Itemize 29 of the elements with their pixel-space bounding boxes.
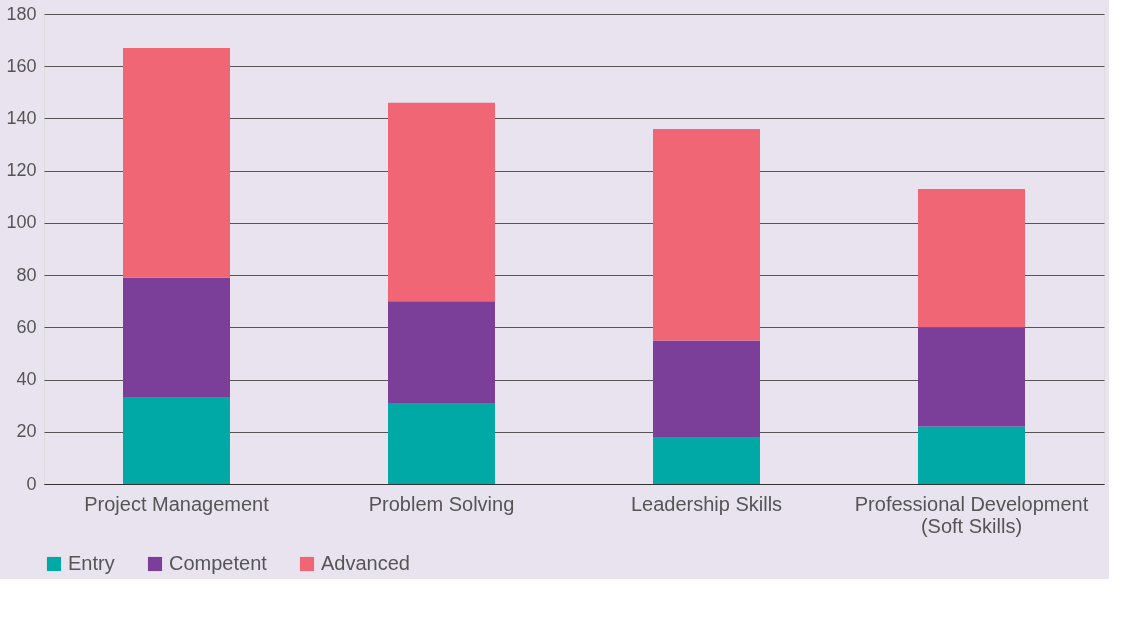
bar	[653, 437, 760, 484]
legend-label: Advanced	[321, 552, 410, 574]
y-tick-label: 140	[6, 107, 37, 128]
y-tick-label: 120	[6, 160, 37, 181]
bar	[388, 403, 495, 484]
y-tick-label: 40	[16, 369, 37, 390]
legend-label: Competent	[169, 552, 268, 574]
bar	[918, 327, 1025, 427]
x-tick-label: Professional Development (Soft Skills)	[854, 492, 1089, 537]
x-tick-label: Leadership Skills	[630, 492, 783, 515]
legend-label: Entry	[68, 552, 115, 574]
y-tick-label: 80	[16, 264, 37, 285]
x-tick-label: Project Management	[84, 492, 270, 515]
y-tick-label: 60	[16, 316, 37, 337]
bar	[123, 277, 230, 398]
bar	[123, 47, 230, 278]
bar	[653, 128, 760, 341]
x-tick-label: Problem Solving	[368, 492, 515, 515]
bar	[918, 426, 1025, 484]
y-tick-label: 100	[6, 212, 37, 233]
y-tick-label: 160	[6, 55, 37, 76]
bar	[653, 340, 760, 437]
bar	[388, 301, 495, 404]
bar	[388, 102, 495, 302]
bar	[123, 397, 230, 484]
bar	[918, 188, 1025, 328]
y-tick-label: 20	[16, 421, 37, 442]
y-tick-label: 0	[26, 473, 37, 494]
y-tick-label: 180	[6, 3, 37, 24]
